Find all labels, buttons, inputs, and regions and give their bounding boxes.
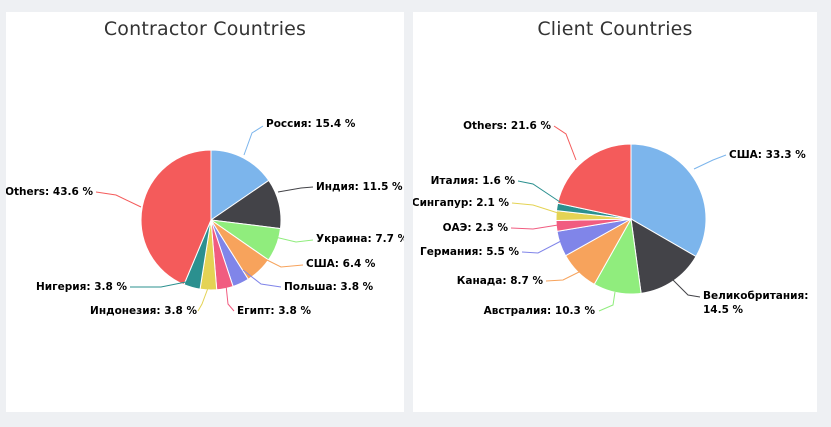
slice-label: Италия: 1.6 %: [431, 175, 516, 187]
client-countries-panel: Client Countries США: 33.3 % Великобритан…: [413, 12, 817, 412]
slice-label: США: 33.3 %: [729, 149, 806, 161]
slice-connector: [598, 291, 616, 312]
slice-label: ОАЭ: 2.3 %: [443, 222, 509, 234]
slice-label: США: 6.4 %: [306, 258, 376, 270]
slice-connector: [260, 256, 304, 268]
slice-label: Россия: 15.4 %: [266, 118, 356, 130]
slice-connector: [511, 202, 559, 214]
slice-connector: [95, 191, 142, 208]
slice-label: Others: 21.6 %: [463, 120, 551, 132]
slice-connector: [521, 239, 564, 254]
slice-connector: [693, 154, 727, 170]
slice-connector: [277, 186, 314, 193]
slice-connector: [197, 287, 209, 312]
slice-connector: [130, 281, 187, 288]
slice-label: Индонезия: 3.8 %: [90, 305, 197, 317]
pie-slice[interactable]: [210, 149, 270, 221]
slice-connector: [274, 236, 314, 243]
chart-title: Contractor Countries: [103, 18, 307, 40]
chart-title: Client Countries: [537, 18, 693, 40]
slice-label: Сингапур: 2.1 %: [413, 197, 509, 209]
client-pie-chart: США: 33.3 % Великобритания: 14.5 % Австрали…: [413, 120, 808, 317]
slice-connector: [242, 269, 282, 288]
slice-label: Австралия: 10.3 %: [484, 305, 596, 317]
pie-slice[interactable]: [140, 149, 212, 286]
slice-label: Others: 43.6 %: [6, 186, 93, 198]
slice-label: Канада: 8.7 %: [457, 275, 544, 287]
contractor-pie-chart: Россия: 15.4 % Индия: 11.5 % Украина: 7.7 …: [6, 118, 404, 317]
slice-label: Украина: 7.7 %: [316, 233, 404, 245]
pie-slice[interactable]: [630, 143, 707, 258]
slice-connector: [517, 180, 561, 203]
slice-label: Германия: 5.5 %: [420, 246, 519, 258]
slice-connector: [553, 125, 577, 161]
slice-connector: [672, 279, 701, 298]
slice-label: Египт: 3.8 %: [237, 305, 311, 317]
pie-slice[interactable]: [630, 218, 697, 294]
slice-label: Великобритания:: [703, 290, 808, 302]
slice-connector: [243, 125, 264, 156]
slice-label: Индия: 11.5 %: [316, 181, 403, 193]
slice-connector: [225, 284, 235, 312]
slice-connector: [510, 224, 559, 230]
slice-label-line2: 14.5 %: [703, 304, 744, 316]
contractor-countries-panel: Contractor Countries Россия: 15.4 % Индия…: [6, 12, 404, 412]
slice-label: Нигерия: 3.8 %: [36, 281, 127, 293]
slice-label: Польша: 3.8 %: [284, 281, 374, 293]
pie-slice[interactable]: [557, 143, 632, 220]
slice-connector: [545, 269, 584, 282]
